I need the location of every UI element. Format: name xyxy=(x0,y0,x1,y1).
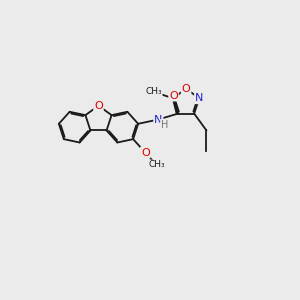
Text: H: H xyxy=(161,120,168,130)
Text: O: O xyxy=(182,84,190,94)
Text: N: N xyxy=(154,115,163,124)
Text: CH₃: CH₃ xyxy=(145,87,162,96)
Text: O: O xyxy=(94,101,103,111)
Text: CH₃: CH₃ xyxy=(148,160,165,169)
Text: O: O xyxy=(169,91,178,100)
Text: O: O xyxy=(141,148,150,158)
Text: N: N xyxy=(195,93,203,103)
